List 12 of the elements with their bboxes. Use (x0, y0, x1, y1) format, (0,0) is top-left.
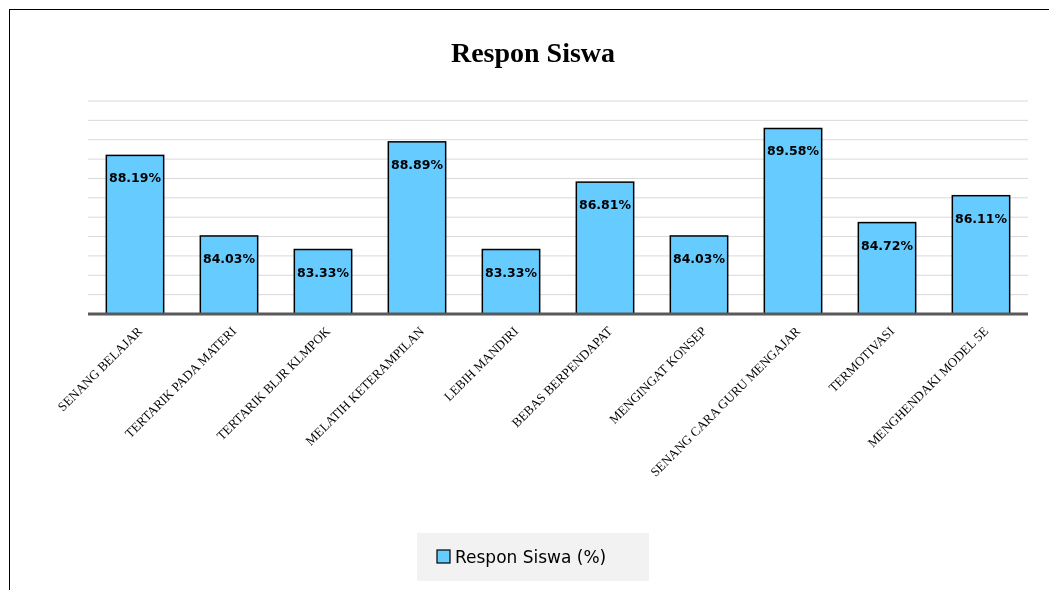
data-label: 84.72% (860, 237, 914, 253)
data-label: 84.03% (672, 250, 726, 266)
data-label: 88.89% (390, 156, 444, 172)
legend-label: Respon Siswa (%) (455, 547, 607, 567)
data-label: 86.11% (954, 210, 1008, 226)
data-label: 84.03% (202, 250, 256, 266)
data-label: 83.33% (484, 264, 538, 280)
data-label: 89.58% (766, 143, 820, 159)
data-label: 88.19% (108, 170, 162, 186)
data-label: 86.81% (578, 197, 632, 213)
chart-title: Respon Siswa (450, 37, 616, 68)
data-label: 83.33% (296, 264, 350, 280)
